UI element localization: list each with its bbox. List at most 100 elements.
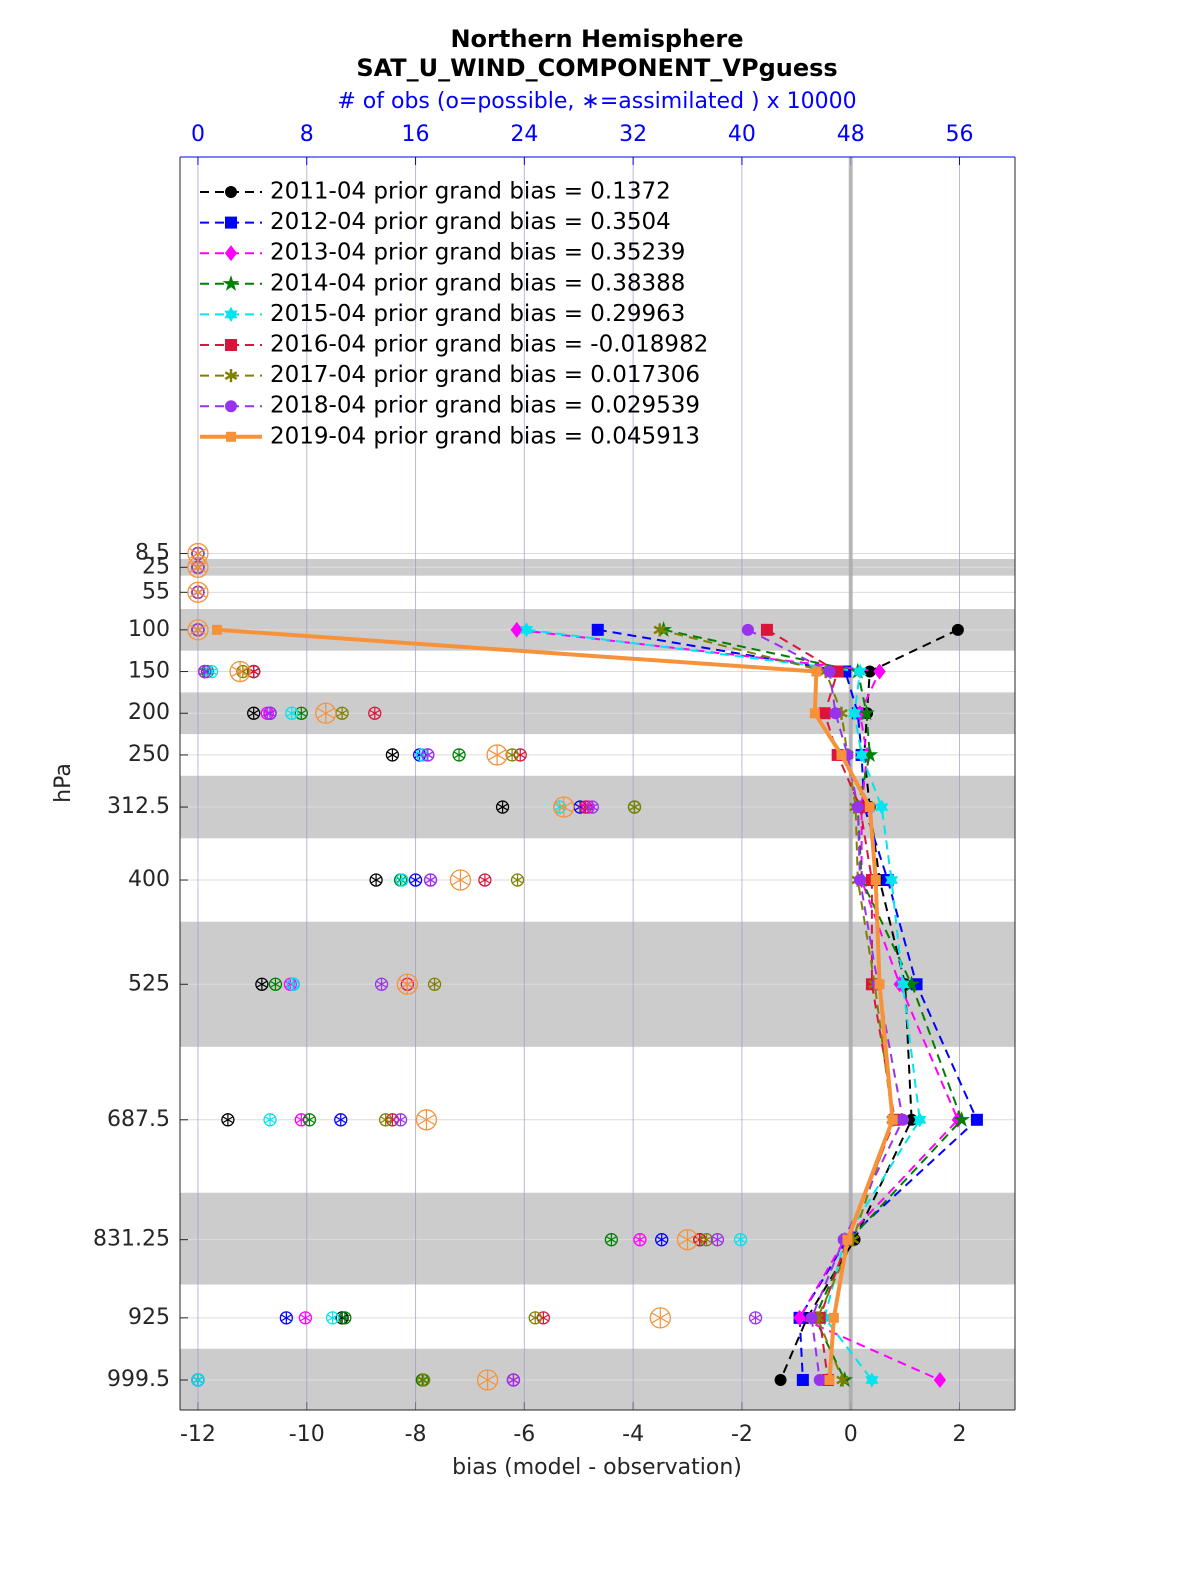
y-tick-label: 150 <box>128 659 170 684</box>
bias-marker <box>805 1311 818 1324</box>
obs-assimilated <box>231 661 250 682</box>
asterisk-stroke <box>339 1314 351 1322</box>
obs-assimilated <box>316 703 335 724</box>
marker-shape <box>884 872 899 888</box>
bias-marker <box>741 623 754 636</box>
asterisk-stroke <box>303 1116 315 1124</box>
asterisk-stroke <box>634 1236 646 1244</box>
bias-marker <box>823 665 836 678</box>
bias-marker <box>809 708 820 719</box>
obs-assimilated <box>386 748 398 761</box>
bias-marker <box>836 1373 849 1387</box>
legend-entry: 2014-04 prior grand bias = 0.38388 <box>200 270 685 296</box>
marker-shape <box>211 624 222 635</box>
marker-shape <box>855 747 869 763</box>
bias-marker <box>842 1234 853 1245</box>
x2-tick-label: 48 <box>837 122 865 147</box>
asterisk-stroke <box>380 1116 392 1124</box>
asterisk-stroke <box>222 1116 234 1124</box>
asterisk-stroke <box>269 980 281 988</box>
obs-assimilated <box>188 557 207 578</box>
marker-shape <box>805 1311 818 1324</box>
asterisk-stroke <box>188 586 207 598</box>
bias-marker <box>896 1113 909 1126</box>
asterisk-stroke <box>529 1314 541 1322</box>
obs-assimilated <box>303 1113 315 1126</box>
obs-assimilated <box>410 874 422 887</box>
bias-marker <box>813 1373 826 1386</box>
asterisk-stroke <box>418 1376 430 1384</box>
marker-shape <box>225 216 237 229</box>
obs-assimilated <box>634 1233 646 1246</box>
legend-entry: 2019-04 prior grand bias = 0.045913 <box>200 423 700 449</box>
x-tick-label: -4 <box>622 1422 644 1447</box>
obs-assimilated <box>237 665 249 678</box>
obs-assimilated <box>188 582 207 603</box>
legend-entry: 2017-04 prior grand bias = 0.017306 <box>200 362 700 388</box>
marker-shape <box>741 623 754 636</box>
bias-marker <box>796 1373 809 1386</box>
bias-marker <box>774 1373 787 1386</box>
obs-assimilated <box>453 748 465 761</box>
obs-assimilated <box>506 748 518 761</box>
asterisk-stroke <box>335 1116 347 1124</box>
asterisk-stroke <box>651 1312 670 1324</box>
bias-marker <box>793 1309 806 1326</box>
bias-marker <box>853 874 866 887</box>
obs-assimilated <box>335 1113 347 1126</box>
obs-assimilated <box>269 978 281 991</box>
asterisk-stroke <box>327 1314 339 1322</box>
asterisk-stroke <box>370 876 382 884</box>
obs-assimilated <box>651 1307 670 1328</box>
obs-assimilated <box>711 1233 723 1246</box>
bias-marker <box>951 623 964 636</box>
bias-marker <box>953 1110 971 1127</box>
asterisk-stroke <box>286 709 298 717</box>
marker-shape <box>519 622 534 638</box>
marker-shape <box>225 339 237 351</box>
legend-label: 2012-04 prior grand bias = 0.3504 <box>270 209 671 235</box>
marker-shape <box>847 705 862 721</box>
legend-label: 2011-04 prior grand bias = 0.1372 <box>270 179 671 205</box>
obs-assimilated <box>295 1113 307 1126</box>
chart-title: Northern Hemisphere <box>450 25 743 53</box>
bias-marker <box>858 704 875 721</box>
obs-assimilated <box>425 874 436 887</box>
asterisk-stroke <box>514 751 526 759</box>
legend-entry: 2013-04 prior grand bias = 0.35239 <box>200 240 685 266</box>
bias-marker <box>970 1113 983 1126</box>
obs-assimilated <box>416 1373 428 1386</box>
bias-marker <box>933 1372 947 1388</box>
bias-marker <box>870 875 881 886</box>
bias-marker <box>653 623 667 637</box>
obs-assimilated <box>750 1311 762 1324</box>
legend-entry: 2016-04 prior grand bias = -0.018982 <box>200 332 708 358</box>
asterisk-stroke <box>188 548 207 560</box>
y-tick-label: 312.5 <box>107 794 170 819</box>
asterisk-stroke <box>199 668 211 676</box>
bias-marker <box>510 621 523 638</box>
marker-shape <box>824 1374 835 1385</box>
bias-marker <box>884 872 899 888</box>
obs-assimilated <box>339 1311 351 1324</box>
marker-shape <box>818 707 831 720</box>
obs-assimilated <box>287 978 299 991</box>
marker-shape <box>225 186 237 198</box>
marker-shape <box>874 979 885 990</box>
bias-marker <box>887 1114 898 1125</box>
bias-marker <box>824 1374 835 1385</box>
marker-shape <box>774 1373 787 1386</box>
legend-label: 2017-04 prior grand bias = 0.017306 <box>270 362 700 388</box>
bias-marker <box>519 622 534 638</box>
legend-entry: 2011-04 prior grand bias = 0.1372 <box>200 179 671 205</box>
marker-shape <box>829 707 842 720</box>
marker-shape <box>225 400 237 413</box>
marker-shape <box>870 875 881 886</box>
obs-assimilated <box>529 1311 541 1324</box>
bias-marker <box>829 707 842 720</box>
asterisk-stroke <box>264 1116 276 1124</box>
bias-line <box>516 628 960 1381</box>
obs-assimilated <box>479 874 491 887</box>
x2-tick-label: 0 <box>191 122 205 147</box>
